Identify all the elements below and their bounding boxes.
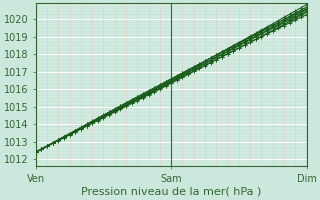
X-axis label: Pression niveau de la mer( hPa ): Pression niveau de la mer( hPa ) — [81, 187, 261, 197]
